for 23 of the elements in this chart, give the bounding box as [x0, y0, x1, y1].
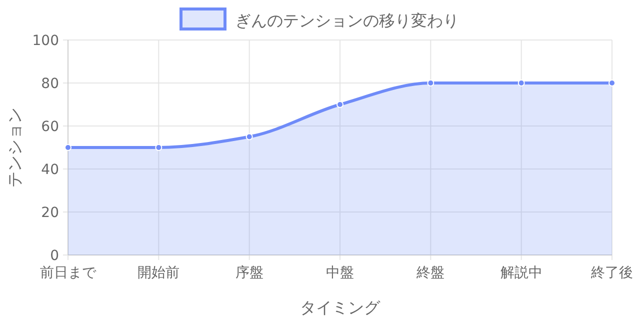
y-tick-label: 60 [41, 119, 59, 135]
y-tick-label: 100 [32, 33, 59, 49]
point [608, 80, 616, 86]
point [246, 133, 253, 140]
x-tick-label: 解説中 [500, 265, 542, 281]
y-axis-title: テンション [5, 108, 24, 188]
point [518, 80, 525, 86]
y-tick-label: 80 [41, 76, 59, 92]
y-tick-label: 40 [41, 162, 59, 178]
legend-label: ぎんのテンションの移り変わり [235, 11, 459, 30]
point [64, 144, 72, 151]
point [427, 80, 434, 86]
x-axis-title: タイミング [300, 298, 381, 317]
x-tick-label: 終盤 [416, 265, 445, 281]
x-tick-label: 前日まで [40, 265, 97, 281]
y-tick-label: 0 [50, 248, 59, 264]
y-tick-label: 20 [41, 205, 59, 221]
point [336, 101, 344, 108]
x-tick-label: 終了後 [590, 265, 633, 281]
x-tick-label: 中盤 [326, 265, 354, 281]
x-tick-label: 開始前 [138, 265, 180, 281]
x-tick-label: 序盤 [235, 265, 264, 281]
point [155, 144, 162, 151]
